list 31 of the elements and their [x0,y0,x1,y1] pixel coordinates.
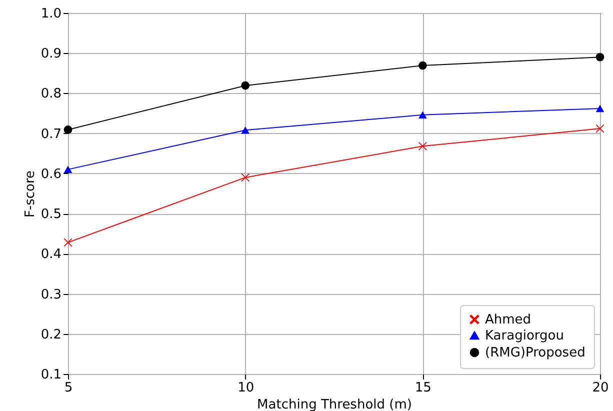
point [64,126,72,134]
point [64,166,72,174]
y-tick-label: 0.1 [40,368,62,382]
legend-label: (RMG)Proposed [485,346,586,360]
x-tick-label: 5 [64,380,73,396]
y-tick-label: 0.2 [40,327,62,342]
point [64,238,72,247]
x-tick-label: 10 [238,380,254,396]
y-tick-label: 0.8 [40,86,62,102]
y-tick-label: 0.9 [40,46,62,62]
point [418,142,427,150]
point [596,104,604,112]
x-axis-title: Matching Threshold (m) [257,398,412,411]
y-tick-label: 0.4 [40,247,62,262]
point [418,61,427,70]
legend-label: Karagiorgou [485,328,564,344]
y-tick-label: 0.6 [40,166,62,182]
point [418,111,427,119]
y-axis-title: F-score [22,170,38,218]
y-tick-label: 0.5 [40,207,62,222]
point [241,173,250,182]
legend-label: Ahmed [485,312,532,328]
x-tick-label: 20 [592,380,609,396]
y-tick-label: 0.3 [40,287,62,302]
point [596,52,604,62]
point [241,81,250,90]
point [596,124,604,133]
y-tick-label: 0.7 [40,126,62,142]
x-tick-label: 15 [414,380,432,396]
point [241,126,250,134]
y-tick-label: 1.0 [40,6,62,22]
